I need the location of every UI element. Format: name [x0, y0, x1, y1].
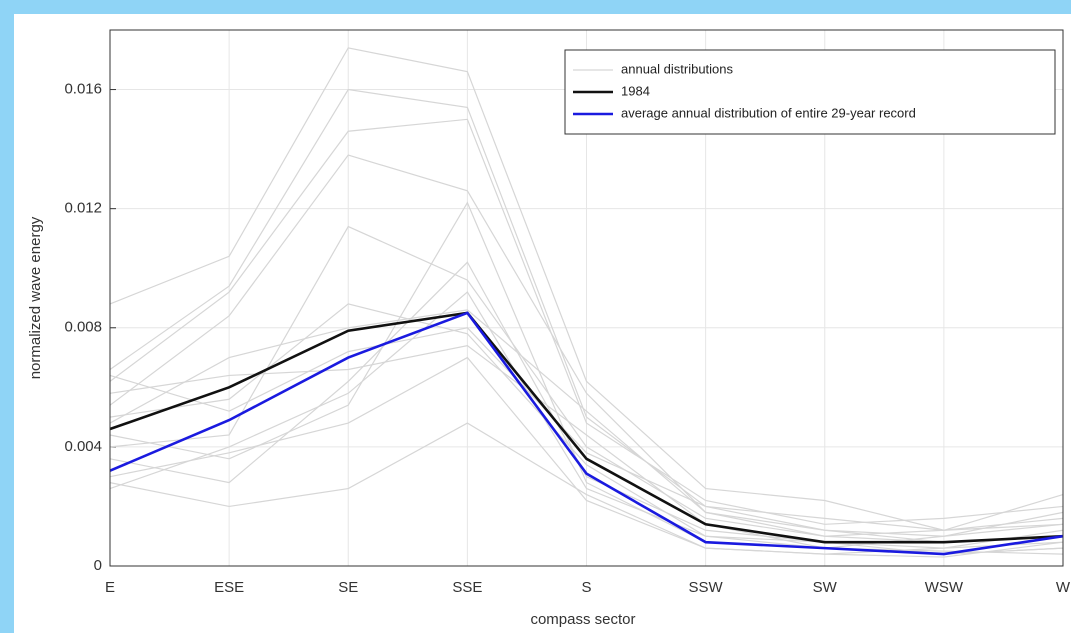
y-tick-label: 0.008 [64, 319, 102, 336]
data-line [109, 154, 1064, 537]
data-line [109, 327, 1064, 531]
x-tick-label: ESE [214, 579, 244, 596]
data-line [109, 118, 1064, 525]
x-tick-label: SE [338, 579, 358, 596]
axes-box [109, 29, 1064, 567]
x-tick-label: SW [813, 579, 838, 596]
legend-label: average annual distribution of entire 29… [621, 105, 916, 120]
y-tick-label: 0 [94, 557, 102, 574]
legend-label: annual distributions [621, 61, 734, 76]
y-tick-label: 0.016 [64, 81, 102, 98]
data-line [109, 345, 1064, 549]
x-tick-label: WSW [925, 579, 964, 596]
data-line [109, 311, 1064, 556]
data-line [109, 201, 1064, 555]
legend-box [564, 49, 1056, 135]
x-tick-label: W [1056, 579, 1071, 596]
y-axis-label: normalized wave energy [27, 216, 44, 379]
data-line [109, 88, 1064, 537]
x-tick-label: SSW [689, 579, 724, 596]
x-axis-label: compass sector [530, 611, 635, 628]
x-tick-label: E [105, 579, 115, 596]
data-line [109, 311, 1064, 544]
y-tick-label: 0.004 [64, 438, 102, 455]
y-tick-label: 0.012 [64, 200, 102, 217]
data-line [109, 356, 1064, 558]
data-line [109, 261, 1064, 549]
legend-label: 1984 [621, 83, 650, 98]
x-tick-label: S [581, 579, 591, 596]
x-tick-label: SSE [452, 579, 482, 596]
data-line [109, 309, 1064, 543]
